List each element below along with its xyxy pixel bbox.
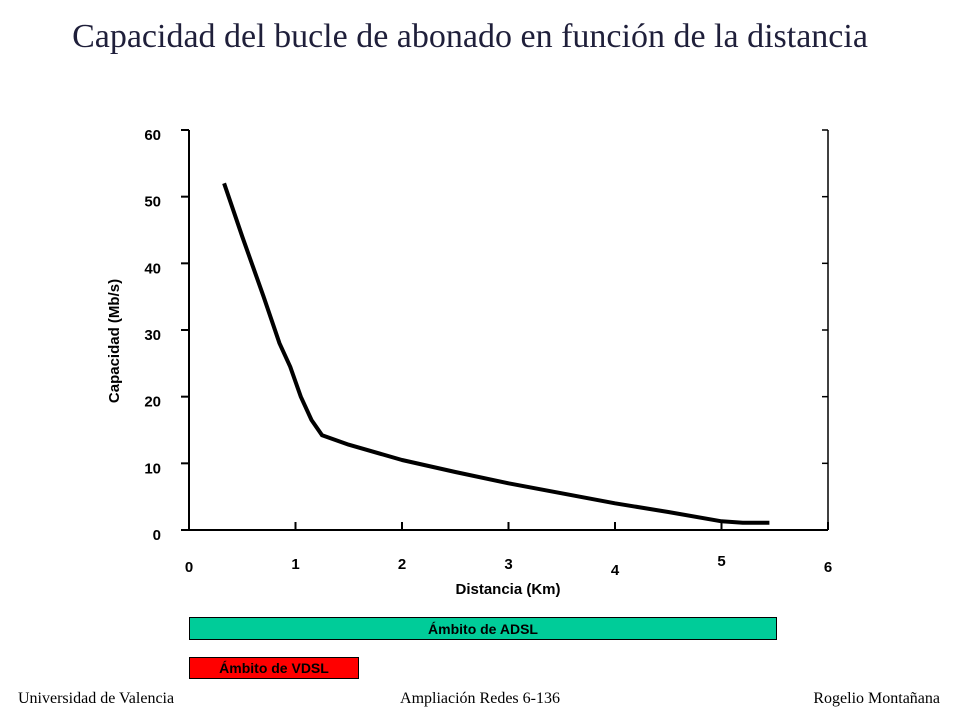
x-axis-label: Distancia (Km) (455, 581, 560, 598)
footer-course: Ampliación Redes 6-136 (400, 690, 560, 707)
vdsl-range-band: Ámbito de VDSL (189, 657, 359, 679)
footer-institution: Universidad de Valencia (18, 690, 175, 707)
x-tick-label: 6 (824, 559, 832, 576)
y-tick-label: 0 (153, 527, 161, 544)
y-tick-label: 40 (144, 260, 161, 277)
y-axis-label: Capacidad (Mb/s) (106, 279, 123, 403)
y-tick-label: 50 (144, 194, 161, 211)
vdsl-range-label: Ámbito de VDSL (219, 660, 329, 676)
x-tick-label: 1 (291, 556, 299, 573)
y-tick-label: 10 (144, 460, 161, 477)
y-tick-label: 20 (144, 394, 161, 411)
x-tick-label: 4 (611, 562, 620, 579)
adsl-range-label: Ámbito de ADSL (428, 620, 538, 637)
x-tick-label: 2 (398, 556, 406, 573)
capacity-series-line (222, 182, 770, 525)
adsl-range-band: Ámbito de ADSL (189, 617, 777, 640)
slide-title: Capacidad del bucle de abonado en funció… (72, 18, 868, 55)
y-tick-label: 60 (144, 127, 161, 144)
y-tick-label: 30 (144, 327, 161, 344)
x-tick-label: 0 (185, 559, 193, 576)
x-tick-label: 5 (717, 553, 725, 570)
x-tick-label: 3 (504, 556, 512, 573)
footer-author: Rogelio Montañana (813, 690, 940, 707)
